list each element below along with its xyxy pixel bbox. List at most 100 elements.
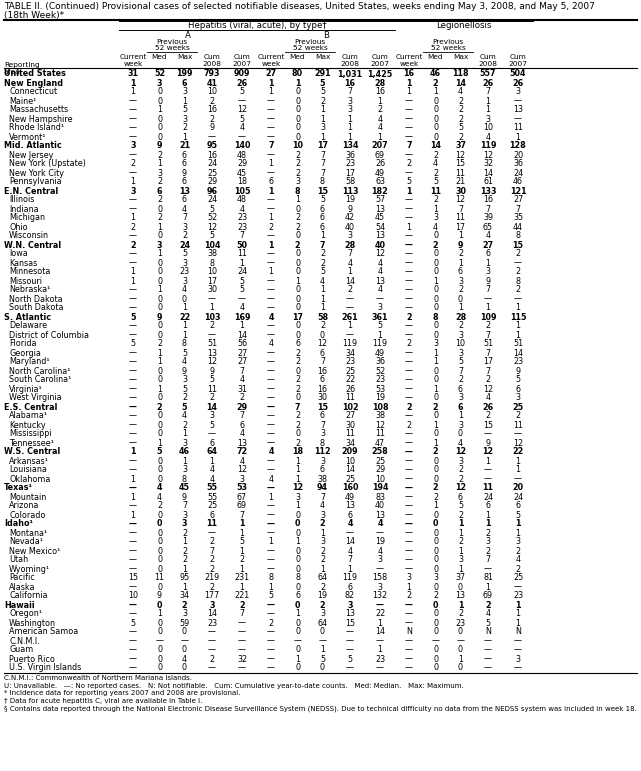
Text: 5: 5 [210, 420, 215, 429]
Text: —: — [484, 645, 492, 655]
Text: 1: 1 [458, 412, 463, 420]
Text: 42: 42 [345, 214, 355, 223]
Text: Utah: Utah [9, 555, 28, 564]
Text: 4: 4 [182, 358, 187, 366]
Text: 7: 7 [347, 555, 353, 564]
Text: 1: 1 [433, 87, 438, 96]
Text: 1: 1 [295, 537, 300, 547]
Text: 3: 3 [182, 223, 187, 231]
Text: 3: 3 [515, 393, 520, 402]
Text: 3: 3 [378, 583, 383, 591]
Text: 1: 1 [433, 501, 438, 510]
Text: (18th Week)*: (18th Week)* [4, 11, 64, 20]
Text: Current
week: Current week [395, 54, 422, 67]
Text: —: — [346, 304, 354, 312]
Text: 12: 12 [483, 150, 493, 160]
Text: —: — [267, 331, 275, 339]
Text: 1: 1 [347, 268, 353, 277]
Text: —: — [405, 483, 413, 493]
Text: 1: 1 [295, 655, 300, 664]
Text: 23: 23 [513, 591, 523, 601]
Text: 11: 11 [513, 420, 523, 429]
Text: 0: 0 [295, 304, 300, 312]
Text: 361: 361 [372, 312, 388, 322]
Text: 27: 27 [265, 69, 276, 79]
Text: 12: 12 [375, 250, 385, 258]
Text: 0: 0 [433, 231, 438, 241]
Text: 2: 2 [406, 591, 412, 601]
Text: 1: 1 [406, 583, 412, 591]
Text: 24: 24 [207, 160, 217, 169]
Text: Current
week: Current week [257, 54, 285, 67]
Text: —: — [129, 555, 137, 564]
Text: —: — [346, 637, 354, 645]
Text: 0: 0 [433, 564, 438, 574]
Text: 0: 0 [157, 583, 162, 591]
Text: 40: 40 [375, 501, 385, 510]
Text: 6: 6 [182, 150, 187, 160]
Text: 12: 12 [292, 483, 303, 493]
Text: 8: 8 [295, 187, 301, 196]
Text: —: — [405, 348, 413, 358]
Text: S. Atlantic: S. Atlantic [4, 312, 51, 322]
Text: 1: 1 [182, 304, 187, 312]
Text: 26: 26 [237, 79, 247, 87]
Text: —: — [267, 106, 275, 115]
Text: 1: 1 [320, 133, 325, 142]
Text: 15: 15 [483, 420, 493, 429]
Text: 0: 0 [433, 520, 438, 528]
Text: 53: 53 [237, 483, 247, 493]
Text: 3: 3 [347, 106, 353, 115]
Text: 0: 0 [458, 664, 463, 672]
Text: 3: 3 [433, 214, 438, 223]
Text: 2: 2 [433, 150, 438, 160]
Text: Hawaii: Hawaii [4, 601, 35, 610]
Text: 50: 50 [237, 241, 247, 250]
Text: —: — [514, 258, 522, 268]
Text: 4: 4 [268, 312, 274, 322]
Text: 13: 13 [375, 231, 385, 241]
Text: 34: 34 [345, 348, 355, 358]
Text: 221: 221 [235, 591, 249, 601]
Text: 0: 0 [433, 304, 438, 312]
Text: 1: 1 [320, 528, 325, 537]
Text: 0: 0 [157, 375, 162, 385]
Text: New England: New England [4, 79, 63, 87]
Text: Mountain: Mountain [9, 493, 46, 501]
Text: —: — [346, 645, 354, 655]
Text: 14: 14 [207, 610, 217, 618]
Text: 12: 12 [455, 447, 466, 456]
Text: —: — [405, 358, 413, 366]
Text: 30: 30 [317, 393, 328, 402]
Text: 10: 10 [375, 474, 385, 483]
Text: 26: 26 [483, 79, 494, 87]
Text: 11: 11 [375, 429, 385, 439]
Text: 3: 3 [182, 258, 187, 268]
Text: 1: 1 [131, 493, 135, 501]
Text: 7: 7 [320, 493, 325, 501]
Text: 23: 23 [375, 375, 385, 385]
Text: 31: 31 [128, 69, 138, 79]
Text: —: — [129, 169, 137, 177]
Text: 2: 2 [295, 358, 300, 366]
Text: 2: 2 [485, 375, 490, 385]
Text: 0: 0 [295, 331, 300, 339]
Text: 5: 5 [182, 106, 187, 115]
Text: 2: 2 [210, 322, 215, 331]
Text: 5: 5 [320, 79, 325, 87]
Text: 40: 40 [345, 223, 355, 231]
Text: 5: 5 [515, 375, 520, 385]
Text: 5: 5 [378, 322, 383, 331]
Text: 23: 23 [207, 618, 217, 628]
Text: 0: 0 [433, 547, 438, 555]
Text: —: — [238, 645, 246, 655]
Text: 6: 6 [182, 177, 187, 187]
Text: Florida: Florida [9, 339, 37, 348]
Text: 25: 25 [345, 474, 355, 483]
Text: —: — [129, 456, 137, 466]
Text: 95: 95 [206, 142, 217, 150]
Text: 2: 2 [433, 591, 438, 601]
Text: 7: 7 [485, 366, 490, 375]
Text: 11: 11 [207, 385, 217, 393]
Text: 182: 182 [372, 187, 388, 196]
